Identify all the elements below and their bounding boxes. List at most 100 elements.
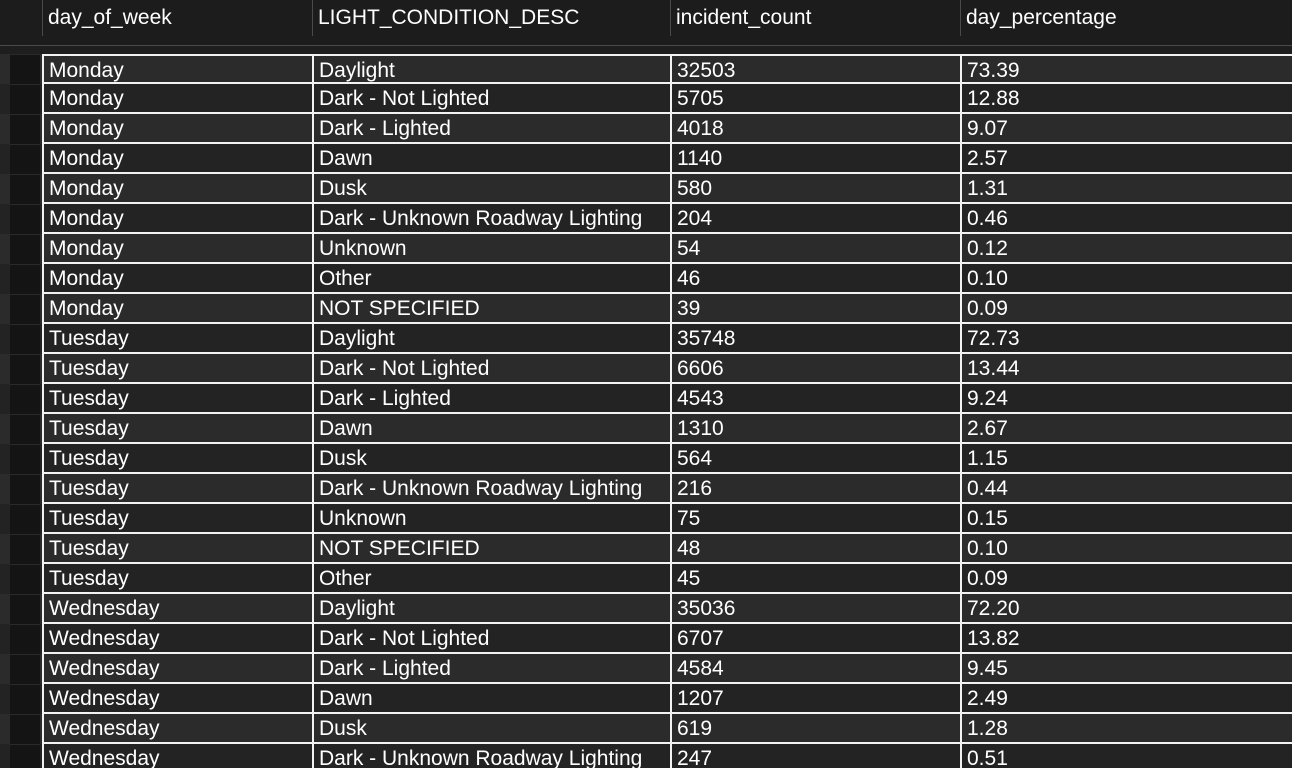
row-selector[interactable] (10, 714, 40, 744)
incident-count-cell[interactable]: 204 (670, 204, 960, 234)
row-selector[interactable] (10, 564, 40, 594)
light-condition-cell[interactable]: Other (312, 564, 670, 594)
incident-count-cell[interactable]: 216 (670, 474, 960, 504)
day-percentage-cell[interactable]: 0.09 (960, 294, 1292, 324)
light-condition-cell[interactable]: Dawn (312, 684, 670, 714)
light-condition-cell[interactable]: Other (312, 264, 670, 294)
column-header-light-condition-desc[interactable]: LIGHT_CONDITION_DESC (312, 0, 670, 36)
day-of-week-cell[interactable]: Tuesday (42, 564, 312, 594)
table-row[interactable]: Tuesday Dawn 1310 2.67 (0, 414, 1292, 444)
table-row[interactable]: Tuesday Dark - Unknown Roadway Lighting 21… (0, 474, 1292, 504)
row-selector[interactable] (10, 624, 40, 654)
incident-count-cell[interactable]: 4543 (670, 384, 960, 414)
day-of-week-cell[interactable]: Monday (42, 54, 312, 84)
column-header-incident-count[interactable]: incident_count (670, 0, 960, 36)
table-row[interactable]: Wednesday Daylight 35036 72.20 (0, 594, 1292, 624)
day-of-week-cell[interactable]: Monday (42, 294, 312, 324)
row-selector[interactable] (10, 54, 40, 84)
light-condition-cell[interactable]: NOT SPECIFIED (312, 534, 670, 564)
row-selector[interactable] (10, 534, 40, 564)
row-selector[interactable] (10, 264, 40, 294)
table-row[interactable]: Monday Dawn 1140 2.57 (0, 144, 1292, 174)
incident-count-cell[interactable]: 1140 (670, 144, 960, 174)
incident-count-cell[interactable]: 46 (670, 264, 960, 294)
row-selector[interactable] (10, 744, 40, 768)
column-header-day-of-week[interactable]: day_of_week (42, 0, 312, 36)
row-selector[interactable] (10, 684, 40, 714)
light-condition-cell[interactable]: Daylight (312, 54, 670, 84)
incident-count-cell[interactable]: 247 (670, 744, 960, 768)
row-selector[interactable] (10, 384, 40, 414)
day-of-week-cell[interactable]: Monday (42, 234, 312, 264)
light-condition-cell[interactable]: Dark - Lighted (312, 654, 670, 684)
day-of-week-cell[interactable]: Monday (42, 264, 312, 294)
table-row[interactable]: Monday Dark - Lighted 4018 9.07 (0, 114, 1292, 144)
row-selector[interactable] (10, 144, 40, 174)
day-percentage-cell[interactable]: 2.49 (960, 684, 1292, 714)
table-row[interactable]: Monday Unknown 54 0.12 (0, 234, 1292, 264)
table-row[interactable]: Wednesday Dawn 1207 2.49 (0, 684, 1292, 714)
table-row[interactable]: Tuesday Unknown 75 0.15 (0, 504, 1292, 534)
table-row[interactable]: Monday Other 46 0.10 (0, 264, 1292, 294)
column-header-day-percentage[interactable]: day_percentage (960, 0, 1292, 36)
incident-count-cell[interactable]: 35036 (670, 594, 960, 624)
row-selector[interactable] (10, 174, 40, 204)
day-percentage-cell[interactable]: 0.15 (960, 504, 1292, 534)
day-percentage-cell[interactable]: 2.67 (960, 414, 1292, 444)
row-selector[interactable] (10, 414, 40, 444)
light-condition-cell[interactable]: Daylight (312, 594, 670, 624)
light-condition-cell[interactable]: Dark - Not Lighted (312, 84, 670, 114)
day-percentage-cell[interactable]: 2.57 (960, 144, 1292, 174)
incident-count-cell[interactable]: 32503 (670, 54, 960, 84)
day-of-week-cell[interactable]: Monday (42, 204, 312, 234)
light-condition-cell[interactable]: NOT SPECIFIED (312, 294, 670, 324)
day-of-week-cell[interactable]: Monday (42, 144, 312, 174)
light-condition-cell[interactable]: Unknown (312, 234, 670, 264)
day-of-week-cell[interactable]: Monday (42, 84, 312, 114)
day-percentage-cell[interactable]: 72.73 (960, 324, 1292, 354)
day-of-week-cell[interactable]: Tuesday (42, 414, 312, 444)
table-row[interactable]: Tuesday Dusk 564 1.15 (0, 444, 1292, 474)
incident-count-cell[interactable]: 6606 (670, 354, 960, 384)
day-of-week-cell[interactable]: Wednesday (42, 624, 312, 654)
day-of-week-cell[interactable]: Tuesday (42, 504, 312, 534)
incident-count-cell[interactable]: 5705 (670, 84, 960, 114)
table-row[interactable]: Wednesday Dusk 619 1.28 (0, 714, 1292, 744)
day-of-week-cell[interactable]: Tuesday (42, 384, 312, 414)
day-percentage-cell[interactable]: 0.12 (960, 234, 1292, 264)
light-condition-cell[interactable]: Dawn (312, 414, 670, 444)
incident-count-cell[interactable]: 54 (670, 234, 960, 264)
day-of-week-cell[interactable]: Wednesday (42, 714, 312, 744)
row-selector[interactable] (10, 504, 40, 534)
day-percentage-cell[interactable]: 1.28 (960, 714, 1292, 744)
table-row[interactable]: Tuesday Other 45 0.09 (0, 564, 1292, 594)
light-condition-cell[interactable]: Dark - Unknown Roadway Lighting (312, 474, 670, 504)
table-row[interactable]: Monday Dusk 580 1.31 (0, 174, 1292, 204)
row-selector[interactable] (10, 654, 40, 684)
light-condition-cell[interactable]: Daylight (312, 324, 670, 354)
table-row[interactable]: Tuesday NOT SPECIFIED 48 0.10 (0, 534, 1292, 564)
row-selector[interactable] (10, 354, 40, 384)
table-row[interactable]: Tuesday Daylight 35748 72.73 (0, 324, 1292, 354)
incident-count-cell[interactable]: 39 (670, 294, 960, 324)
table-row[interactable]: Tuesday Dark - Not Lighted 6606 13.44 (0, 354, 1292, 384)
incident-count-cell[interactable]: 1310 (670, 414, 960, 444)
day-of-week-cell[interactable]: Wednesday (42, 594, 312, 624)
day-percentage-cell[interactable]: 0.10 (960, 264, 1292, 294)
incident-count-cell[interactable]: 564 (670, 444, 960, 474)
row-selector[interactable] (10, 324, 40, 354)
day-percentage-cell[interactable]: 73.39 (960, 54, 1292, 84)
light-condition-cell[interactable]: Dark - Not Lighted (312, 354, 670, 384)
day-of-week-cell[interactable]: Wednesday (42, 654, 312, 684)
row-selector[interactable] (10, 84, 40, 114)
table-row[interactable]: Monday Dark - Unknown Roadway Lighting 204… (0, 204, 1292, 234)
day-of-week-cell[interactable]: Tuesday (42, 354, 312, 384)
row-selector[interactable] (10, 474, 40, 504)
day-of-week-cell[interactable]: Tuesday (42, 474, 312, 504)
light-condition-cell[interactable]: Dusk (312, 174, 670, 204)
day-of-week-cell[interactable]: Tuesday (42, 534, 312, 564)
incident-count-cell[interactable]: 580 (670, 174, 960, 204)
day-percentage-cell[interactable]: 9.07 (960, 114, 1292, 144)
incident-count-cell[interactable]: 75 (670, 504, 960, 534)
